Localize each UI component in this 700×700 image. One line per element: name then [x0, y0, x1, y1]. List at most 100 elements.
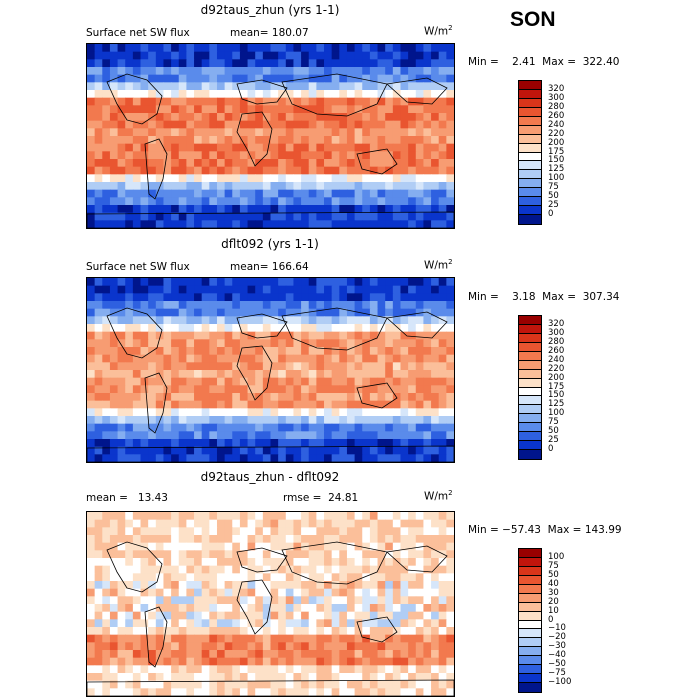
colorbar-box: [519, 423, 541, 433]
map-cell: [408, 362, 417, 371]
map-cell: [255, 558, 264, 567]
map-cell: [377, 136, 386, 145]
map-cell: [247, 519, 256, 528]
map-cell: [324, 74, 333, 83]
map-cell: [431, 166, 440, 175]
map-cell: [392, 393, 402, 402]
map-cell: [285, 136, 295, 145]
map-cell: [362, 301, 371, 310]
map-cell: [87, 400, 96, 409]
map-cell: [117, 354, 126, 363]
map-cell: [239, 581, 249, 590]
map-cell: [331, 339, 340, 348]
map-cell: [155, 174, 165, 183]
map-cell: [431, 416, 440, 425]
map-cell: [109, 573, 119, 582]
map-cell: [301, 665, 310, 674]
map-cell: [94, 285, 103, 294]
map-cell: [431, 558, 440, 567]
panel-3-mean-label: mean = 13.43: [86, 492, 168, 504]
map-cell: [186, 408, 195, 417]
map-cell: [186, 44, 195, 53]
map-cell: [239, 220, 249, 228]
map-cell: [369, 67, 379, 76]
map-cell: [232, 97, 241, 106]
map-cell: [239, 97, 249, 106]
coastline: [236, 345, 273, 401]
map-cell: [301, 680, 310, 689]
map-cell: [194, 527, 203, 536]
map-cell: [392, 113, 402, 122]
map-cell: [293, 339, 302, 348]
map-cell: [331, 619, 340, 628]
map-cell: [446, 362, 454, 371]
map-cell: [423, 285, 432, 294]
map-cell: [186, 542, 195, 551]
map-cell: [102, 650, 111, 659]
map-cell: [316, 285, 325, 294]
map-cell: [132, 120, 142, 129]
map-cell: [354, 377, 363, 386]
map-cell: [431, 542, 440, 551]
map-cell: [431, 596, 440, 605]
map-cell: [369, 619, 379, 628]
map-cell: [247, 136, 256, 145]
map-cell: [308, 331, 317, 340]
map-cell: [102, 565, 111, 574]
map-cell: [278, 285, 287, 294]
map-cell: [209, 182, 218, 191]
map-cell: [224, 619, 233, 628]
map-cell: [148, 527, 157, 536]
map-cell: [171, 166, 180, 175]
map-cell: [392, 370, 402, 379]
map-cell: [224, 439, 233, 448]
map-cell: [438, 151, 447, 160]
map-cell: [346, 44, 356, 53]
map-cell: [117, 278, 126, 287]
map-cell: [201, 542, 210, 551]
map-cell: [446, 431, 454, 440]
map-cell: [324, 339, 333, 348]
map-cell: [155, 627, 165, 636]
map-cell: [109, 324, 119, 333]
map-cell: [255, 362, 264, 371]
map-cell: [155, 362, 165, 371]
map-cell: [262, 197, 272, 206]
map-cell: [270, 550, 279, 559]
map-cell: [232, 324, 241, 333]
map-cell: [102, 619, 111, 628]
map-cell: [293, 354, 302, 363]
map-cell: [232, 136, 241, 145]
map-cell: [408, 550, 417, 559]
map-cell: [423, 44, 432, 53]
map-cell: [194, 74, 203, 83]
map-cell: [385, 331, 394, 340]
map-cell: [385, 285, 394, 294]
map-cell: [171, 431, 180, 440]
map-cell: [369, 423, 379, 432]
map-cell: [339, 604, 348, 613]
map-cell: [270, 212, 279, 221]
map-cell: [346, 308, 356, 317]
map-cell: [354, 542, 363, 551]
map-cell: [308, 558, 317, 567]
map-cell: [194, 97, 203, 106]
map-cell: [354, 347, 363, 356]
map-cell: [385, 673, 394, 682]
map-cell: [155, 220, 165, 228]
map-cell: [132, 512, 142, 521]
map-cell: [354, 220, 363, 228]
map-cell: [117, 308, 126, 317]
map-cell: [438, 627, 447, 636]
map-cell: [446, 535, 454, 544]
map-cell: [431, 650, 440, 659]
map-cell: [140, 680, 149, 689]
map-cell: [239, 316, 249, 325]
map-cell: [431, 347, 440, 356]
map-cell: [285, 105, 295, 114]
map-cell: [87, 105, 96, 114]
map-cell: [155, 74, 165, 83]
map-cell: [408, 519, 417, 528]
map-cell: [362, 680, 371, 689]
map-cell: [125, 581, 134, 590]
